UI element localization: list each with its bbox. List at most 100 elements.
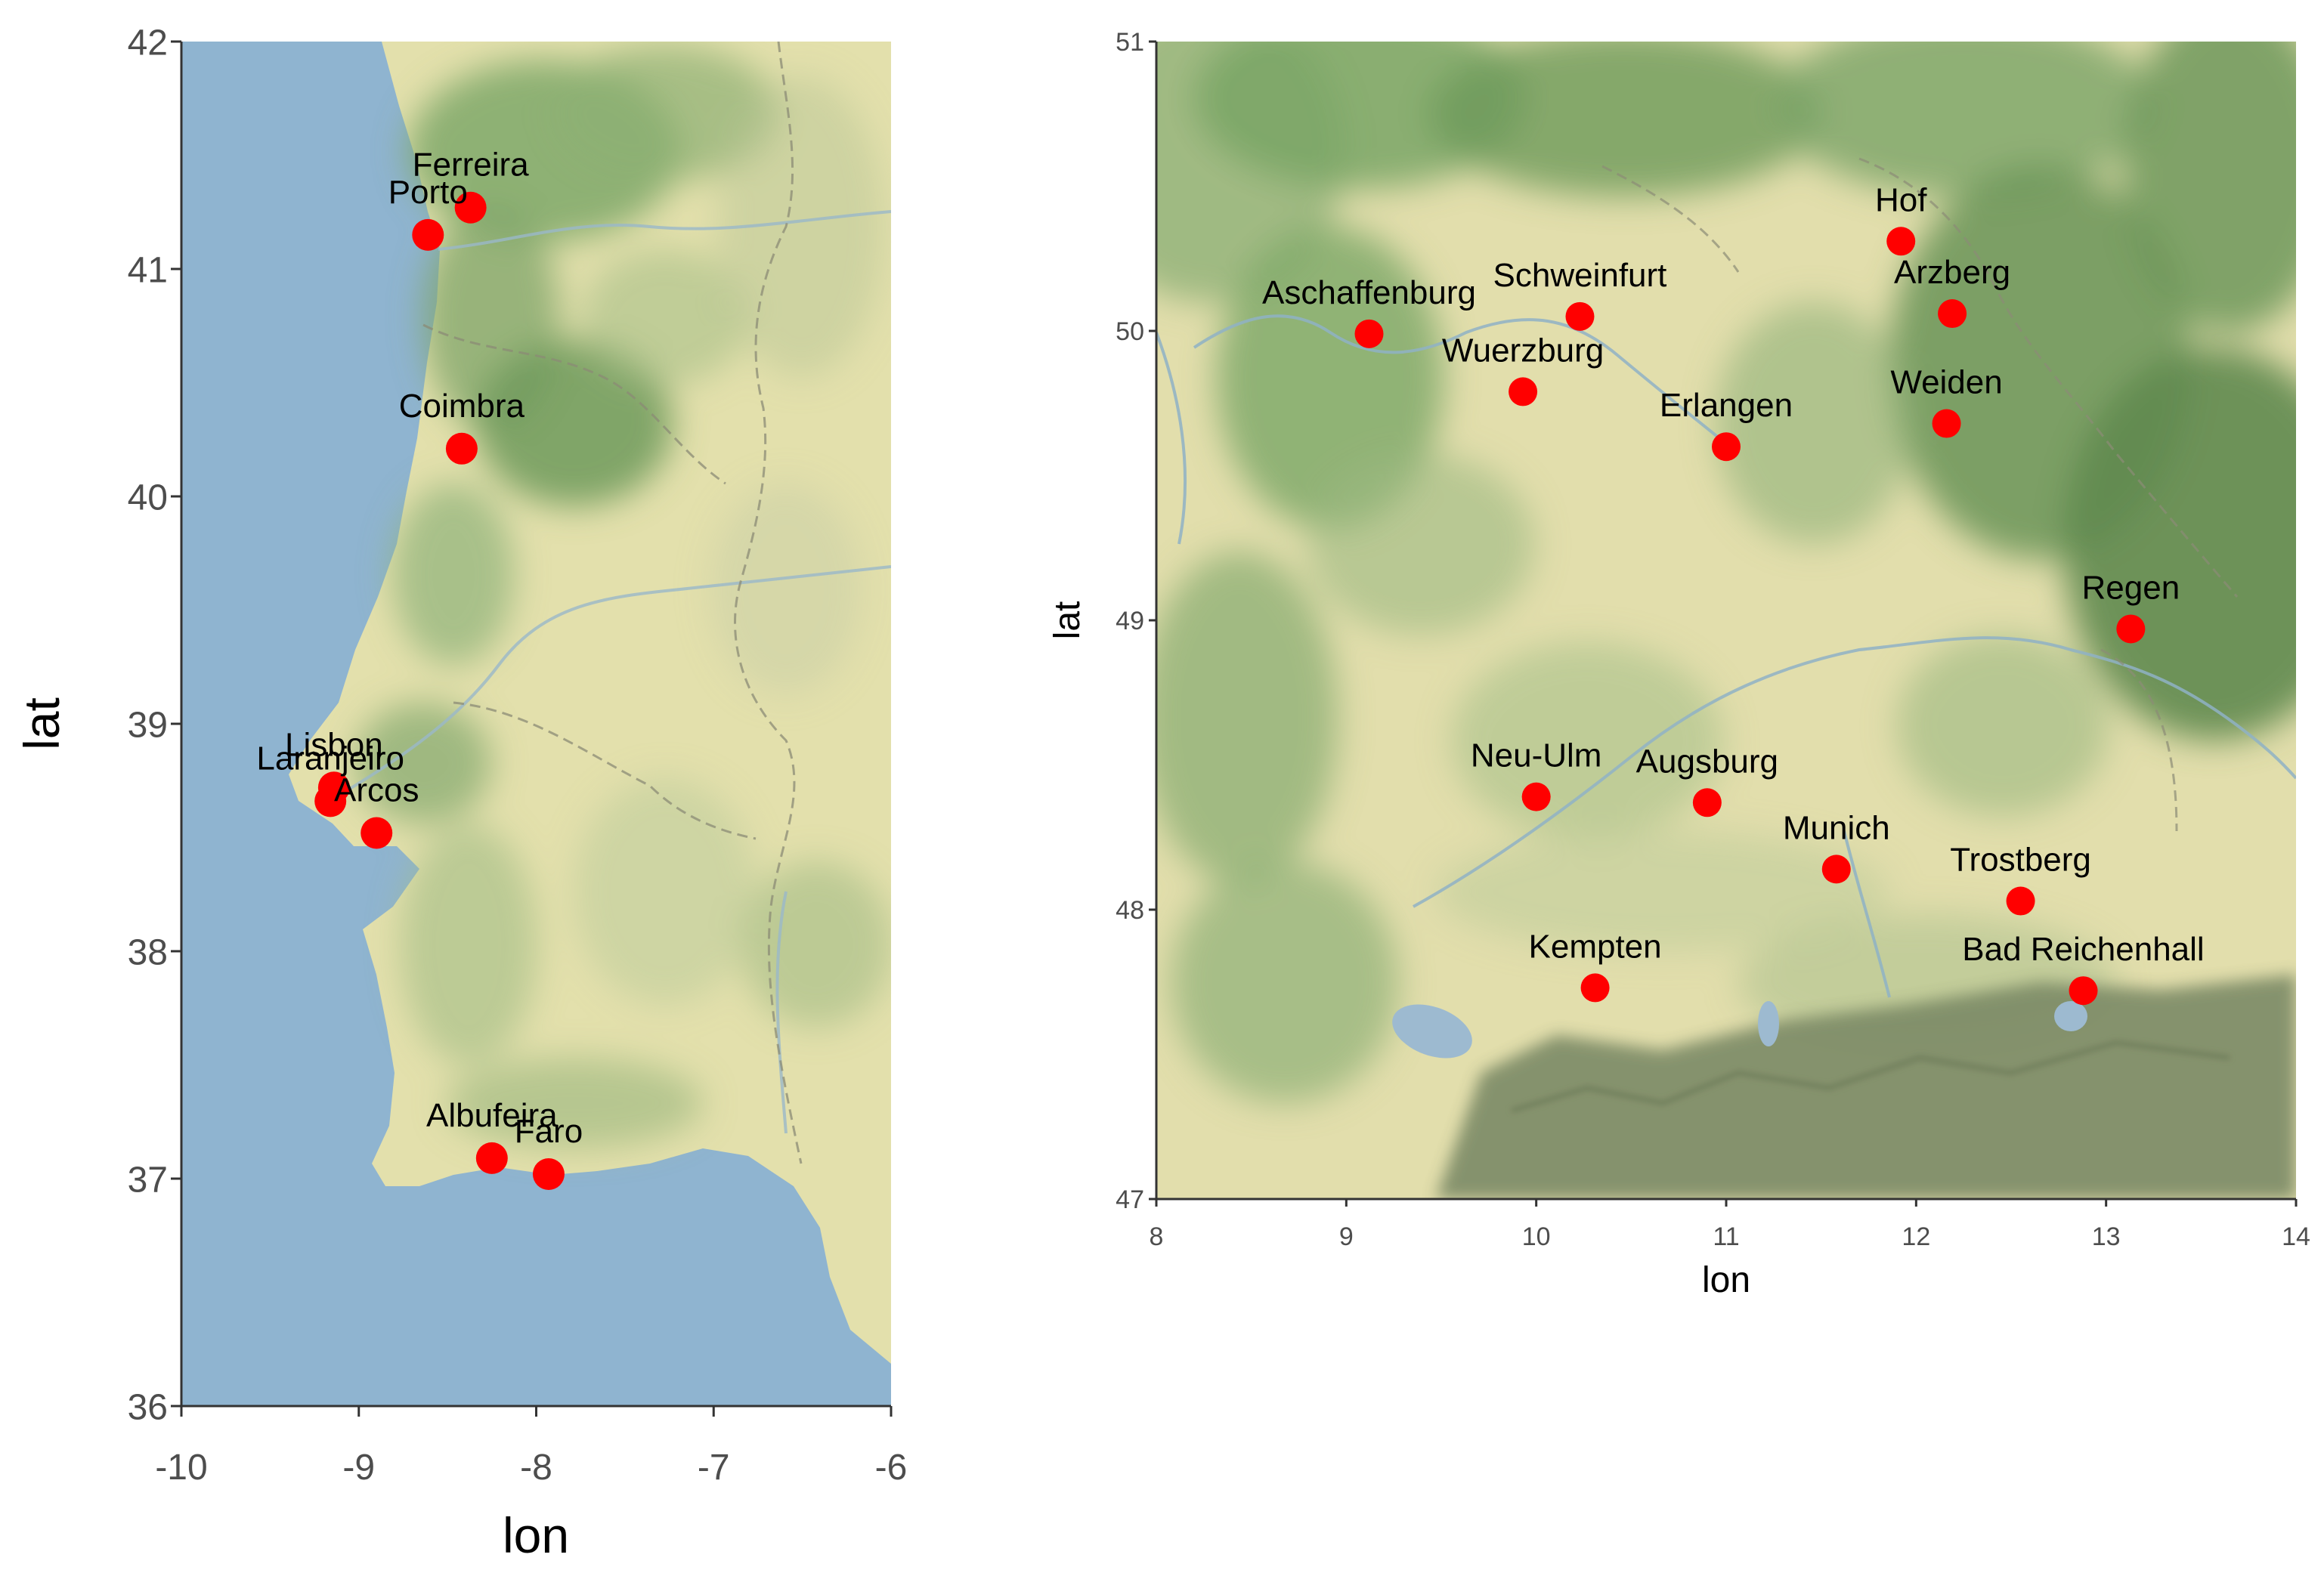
- rivers: [316, 210, 891, 1134]
- city-point: [1509, 377, 1538, 406]
- city-label: Regen: [2082, 569, 2180, 606]
- city-label: Faro: [515, 1113, 583, 1150]
- city-point: [314, 785, 347, 817]
- y-tick-label: 38: [128, 932, 168, 972]
- city-marker-schweinfurt: Schweinfurt: [1493, 257, 1667, 331]
- vegetation-shading: [355, 45, 891, 1148]
- bavaria-map-panel: 8 9 10 11 12 13 14 47 48 49 50 51 lon lat Hof Schwe…: [1048, 28, 2310, 1300]
- x-tick-label: 8: [1150, 1222, 1164, 1251]
- x-tick-label: 13: [2092, 1222, 2121, 1251]
- city-marker-coimbra: Coimbra: [399, 388, 525, 465]
- city-label: Hof: [1875, 181, 1927, 218]
- y-tick-label: 36: [128, 1387, 168, 1427]
- alps-ridges: [1511, 1040, 2230, 1113]
- city-label: Augsburg: [1636, 743, 1778, 780]
- city-point: [1354, 319, 1384, 348]
- city-label: Schweinfurt: [1493, 257, 1667, 294]
- city-marker-munich: Munich: [1783, 809, 1890, 884]
- city-point: [2069, 976, 2098, 1006]
- city-label: Trostberg: [1950, 842, 2091, 879]
- portugal-axes: -10 -9 -8 -7 -6 36 37 38 39 40 41 42 lon lat: [14, 23, 907, 1563]
- city-marker-faro: Faro: [515, 1113, 583, 1190]
- city-point: [1692, 788, 1722, 817]
- city-point: [2116, 614, 2146, 644]
- city-point: [454, 191, 487, 224]
- city-point: [1938, 299, 1967, 329]
- x-tick-label: 14: [2282, 1222, 2310, 1251]
- city-marker-aschaffenburg: Aschaffenburg: [1262, 274, 1476, 348]
- city-label: Laranjeiro: [256, 740, 404, 777]
- bavaria-axes: 8 9 10 11 12 13 14 47 48 49 50 51 lon lat: [1048, 28, 2310, 1300]
- city-marker-trostberg: Trostberg: [1950, 842, 2091, 916]
- city-marker-bad-reichenhall: Bad Reichenhall: [1962, 931, 2205, 1006]
- alps-mountains: [1436, 975, 2296, 1199]
- city-point: [475, 1142, 508, 1174]
- y-tick-label: 47: [1116, 1185, 1144, 1214]
- city-label: Coimbra: [399, 388, 525, 425]
- city-label: Munich: [1783, 809, 1890, 846]
- y-tick-label: 37: [128, 1160, 168, 1200]
- city-label: Lisbon: [285, 726, 383, 763]
- country-borders: [422, 42, 803, 1164]
- vegetation-shading: [1156, 42, 2296, 1103]
- y-tick-label: 42: [128, 23, 168, 63]
- x-tick-label: -6: [875, 1448, 908, 1488]
- city-marker-arzberg: Arzberg: [1894, 254, 2010, 329]
- city-marker-ferreira: Ferreira: [413, 147, 529, 224]
- city-marker-arcos: Arcos: [334, 771, 419, 849]
- city-label: Arcos: [334, 771, 419, 808]
- x-tick-label: 9: [1339, 1222, 1354, 1251]
- x-tick-label: -10: [155, 1448, 207, 1488]
- city-marker-erlangen: Erlangen: [1660, 387, 1793, 462]
- city-point: [1521, 782, 1551, 811]
- portugal-y-axis-title: lat: [14, 697, 70, 750]
- bavaria-y-ticks: 47 48 49 50 51: [1116, 28, 1156, 1214]
- city-label: Wuerzburg: [1442, 332, 1604, 369]
- city-marker-albufeira: Albufeira: [426, 1097, 558, 1174]
- city-point: [2006, 886, 2035, 916]
- city-marker-hof: Hof: [1875, 181, 1927, 256]
- x-tick-label: -7: [698, 1448, 730, 1488]
- city-marker-regen: Regen: [2082, 569, 2180, 644]
- y-tick-label: 40: [128, 477, 168, 518]
- lake: [2054, 1001, 2087, 1031]
- bavaria-y-axis-title: lat: [1048, 601, 1088, 640]
- city-marker-neu-ulm: Neu-Ulm: [1471, 737, 1601, 811]
- x-tick-label: 10: [1522, 1222, 1551, 1251]
- city-marker-wuerzburg: Wuerzburg: [1442, 332, 1604, 406]
- portugal-x-ticks: -10 -9 -8 -7 -6: [155, 1406, 907, 1488]
- x-tick-label: -9: [342, 1448, 375, 1488]
- y-tick-label: 50: [1116, 317, 1144, 346]
- x-tick-label: -8: [520, 1448, 552, 1488]
- city-marker-weiden: Weiden: [1890, 364, 2003, 438]
- lake-constance: [1392, 1004, 1472, 1059]
- portugal-map-panel: -10 -9 -8 -7 -6 36 37 38 39 40 41 42 lon lat Ferre…: [14, 23, 907, 1563]
- x-tick-label: 12: [1902, 1222, 1930, 1251]
- city-label: Albufeira: [426, 1097, 558, 1134]
- city-point: [1565, 301, 1595, 331]
- city-marker-laranjeiro: Laranjeiro: [256, 740, 404, 817]
- bavaria-basemap: [1156, 42, 2296, 1199]
- city-label: Kempten: [1529, 928, 1662, 965]
- city-point: [1712, 432, 1741, 462]
- x-tick-label: 11: [1713, 1222, 1739, 1251]
- city-point: [361, 817, 393, 849]
- city-label: Erlangen: [1660, 387, 1793, 424]
- lake: [1758, 1001, 1779, 1046]
- city-point: [1932, 409, 1961, 438]
- y-tick-label: 48: [1116, 896, 1144, 925]
- bavaria-cities: Hof Schweinfurt Aschaffenburg Arzberg Wuerzb…: [1262, 181, 2205, 1006]
- city-point: [412, 218, 444, 251]
- city-label: Aschaffenburg: [1262, 274, 1476, 311]
- rivers: [1156, 314, 2296, 998]
- city-label: Arzberg: [1894, 254, 2010, 291]
- city-point: [1580, 973, 1610, 1003]
- city-point: [1886, 227, 1916, 256]
- state-borders: [1601, 157, 2239, 832]
- city-label: Bad Reichenhall: [1962, 931, 2204, 968]
- bavaria-x-ticks: 8 9 10 11 12 13 14: [1150, 1199, 2310, 1251]
- y-tick-label: 49: [1116, 607, 1144, 635]
- city-marker-porto: Porto: [388, 174, 468, 251]
